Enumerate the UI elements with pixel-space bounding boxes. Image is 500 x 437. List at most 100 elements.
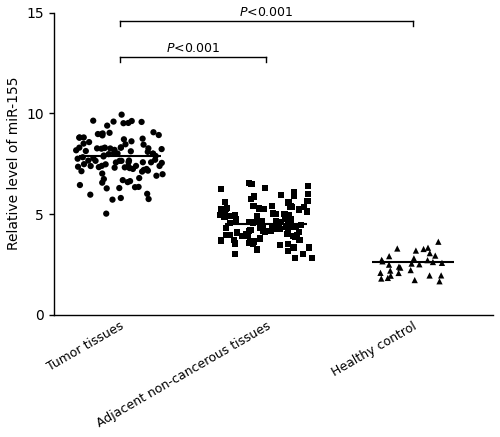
Point	[284, 212, 292, 218]
Point	[283, 230, 291, 237]
Point	[222, 205, 230, 212]
Point	[144, 148, 152, 155]
Point	[150, 129, 158, 136]
Point	[260, 205, 268, 212]
Point	[158, 146, 166, 153]
Point	[126, 165, 134, 172]
Point	[282, 222, 290, 229]
Point	[304, 198, 312, 205]
Point	[98, 132, 106, 139]
Point	[385, 253, 393, 260]
Point	[250, 202, 258, 209]
Point	[295, 229, 303, 236]
Point	[98, 131, 106, 138]
Point	[103, 122, 111, 129]
Point	[144, 195, 152, 202]
Point	[394, 270, 402, 277]
Point	[406, 267, 414, 274]
Point	[282, 223, 290, 230]
Point	[394, 245, 402, 252]
Point	[256, 235, 264, 242]
Point	[284, 221, 292, 228]
Point	[280, 210, 288, 217]
Point	[288, 203, 296, 210]
Point	[294, 206, 302, 213]
Point	[95, 163, 103, 170]
Point	[269, 210, 277, 217]
Point	[274, 223, 282, 230]
Point	[420, 246, 428, 253]
Point	[384, 274, 392, 281]
Point	[408, 260, 416, 267]
Point	[90, 155, 98, 162]
Point	[290, 188, 298, 195]
Point	[247, 195, 255, 202]
Point	[412, 247, 420, 254]
Point	[72, 147, 80, 154]
Point	[79, 154, 87, 161]
Point	[287, 224, 295, 231]
Point	[221, 198, 229, 205]
Point	[410, 277, 418, 284]
Point	[416, 261, 424, 268]
Point	[292, 223, 300, 230]
Point	[128, 118, 136, 125]
Point	[284, 247, 292, 254]
Point	[290, 193, 298, 200]
Point	[258, 227, 266, 234]
Text: $\it{P}$<0.001: $\it{P}$<0.001	[166, 42, 220, 55]
Point	[291, 254, 299, 261]
Point	[134, 184, 142, 191]
Point	[250, 193, 258, 200]
Point	[258, 218, 266, 225]
Point	[140, 141, 147, 148]
Point	[82, 148, 90, 155]
Point	[124, 119, 132, 126]
Point	[437, 272, 445, 279]
Point	[94, 131, 102, 138]
Point	[84, 157, 92, 164]
Point	[100, 153, 108, 160]
Point	[217, 205, 225, 212]
Point	[438, 260, 446, 267]
Point	[274, 222, 281, 229]
Point	[261, 228, 269, 235]
Point	[426, 250, 434, 257]
Point	[256, 225, 264, 232]
Point	[254, 205, 262, 212]
Point	[249, 219, 257, 226]
Point	[121, 164, 129, 171]
Point	[102, 210, 110, 217]
Point	[74, 155, 82, 162]
Point	[124, 159, 132, 166]
Y-axis label: Relative level of miR-155: Relative level of miR-155	[7, 77, 21, 250]
Point	[80, 134, 88, 141]
Point	[376, 269, 384, 276]
Point	[286, 220, 294, 227]
Point	[250, 238, 258, 245]
Point	[93, 145, 101, 152]
Point	[116, 184, 124, 191]
Point	[258, 222, 266, 229]
Point	[244, 232, 252, 239]
Point	[305, 244, 313, 251]
Point	[284, 227, 292, 234]
Point	[147, 159, 155, 166]
Point	[296, 236, 304, 243]
Point	[110, 146, 118, 153]
Point	[300, 204, 308, 211]
Point	[226, 212, 234, 219]
Point	[124, 179, 132, 186]
Point	[140, 166, 148, 173]
Point	[100, 145, 108, 152]
Point	[106, 145, 114, 152]
Point	[129, 166, 137, 173]
Point	[98, 130, 106, 137]
Point	[222, 231, 230, 238]
Point	[114, 150, 122, 157]
Point	[267, 228, 275, 235]
Point	[385, 261, 393, 268]
Point	[76, 181, 84, 188]
Point	[232, 216, 240, 223]
Point	[276, 218, 284, 225]
